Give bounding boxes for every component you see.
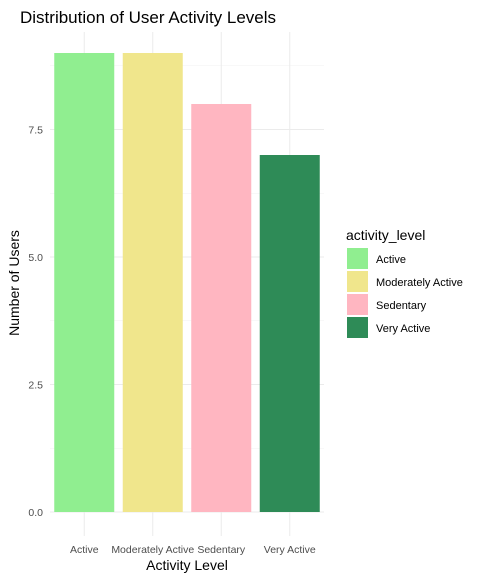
y-tick-label: 5.0	[28, 252, 43, 264]
y-tick-label: 0.0	[28, 507, 43, 519]
bars-layer	[54, 53, 320, 512]
legend-label: Moderately Active	[376, 277, 463, 289]
legend-key	[347, 317, 368, 338]
y-tick-label: 7.5	[28, 125, 43, 137]
legend-label: Active	[376, 254, 406, 266]
x-axis-title: Activity Level	[146, 557, 228, 573]
x-tick-label: Moderately Active	[111, 544, 194, 556]
legend: activity_level Active Moderately Active Se…	[346, 227, 463, 338]
x-tick-label: Very Active	[264, 544, 316, 556]
x-tick-label: Active	[70, 544, 99, 556]
legend-label: Sedentary	[376, 300, 427, 312]
chart-title: Distribution of User Activity Levels	[20, 8, 276, 27]
legend-key	[347, 294, 368, 315]
bar-very-active	[259, 155, 320, 512]
x-tick-label: Sedentary	[197, 544, 246, 556]
legend-key	[347, 248, 368, 269]
bar-sedentary	[191, 104, 252, 512]
bar-moderately-active	[122, 53, 183, 512]
bar-active	[54, 53, 115, 512]
legend-key	[347, 271, 368, 292]
y-tick-labels: 0.0 2.5 5.0 7.5	[28, 125, 43, 520]
legend-title: activity_level	[346, 227, 425, 243]
y-tick-label: 2.5	[28, 380, 43, 392]
x-tick-labels: Active Moderately Active Sedentary Very Act…	[70, 544, 316, 556]
legend-items: Active Moderately Active Sedentary Very Act…	[347, 248, 463, 338]
y-axis-title: Number of Users	[6, 230, 22, 336]
legend-label: Very Active	[376, 323, 430, 335]
